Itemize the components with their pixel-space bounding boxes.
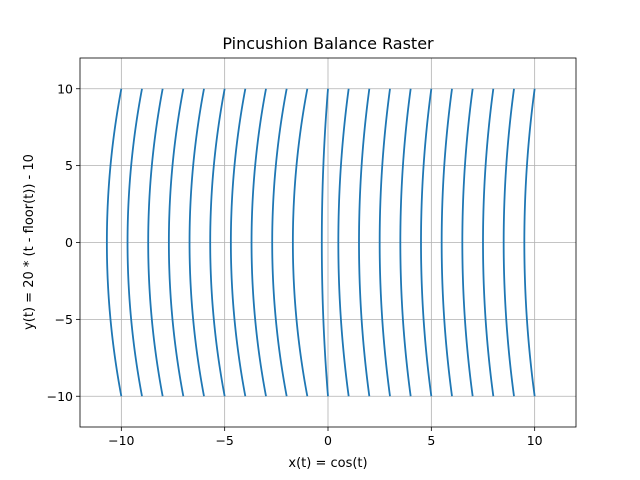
chart-title: Pincushion Balance Raster: [222, 34, 434, 53]
raster-line: [399, 88, 412, 397]
x-tick-label: 0: [324, 433, 332, 448]
raster-line: [188, 88, 205, 397]
raster-line: [420, 88, 433, 397]
y-tick-label: 10: [57, 81, 73, 96]
raster-line: [105, 88, 123, 397]
raster-line: [167, 88, 185, 397]
raster-line: [209, 88, 226, 397]
x-tick-label: −5: [215, 433, 233, 448]
x-tick-label: −10: [108, 433, 134, 448]
x-tick-label: 5: [427, 433, 435, 448]
y-tick-label: −5: [55, 312, 73, 327]
raster-line: [250, 88, 267, 397]
x-tick-label: 10: [527, 433, 543, 448]
raster-line: [378, 88, 391, 397]
raster-line: [337, 88, 350, 397]
raster-line: [461, 88, 474, 397]
raster-line: [147, 88, 164, 397]
y-axis-ticks: −10 −5 0 5 10: [47, 81, 80, 404]
raster-line: [523, 88, 536, 397]
raster-line: [320, 88, 329, 397]
raster-line: [482, 88, 495, 397]
y-tick-label: 0: [65, 235, 73, 250]
raster-line: [502, 88, 515, 397]
x-axis-label: x(t) = cos(t): [288, 456, 367, 471]
raster-line: [440, 88, 453, 397]
y-tick-label: −10: [47, 389, 73, 404]
x-axis-ticks: −10 −5 0 5 10: [108, 427, 543, 448]
raster-line: [358, 88, 371, 397]
raster-line: [229, 88, 247, 397]
raster-line: [126, 88, 143, 397]
y-tick-label: 5: [65, 158, 73, 173]
plot-series: [105, 88, 536, 397]
raster-line: [271, 88, 288, 397]
grid: [80, 58, 576, 427]
y-axis-label: y(t) = 20 * (t - floor(t)) - 10: [22, 154, 37, 330]
raster-line: [291, 88, 309, 397]
